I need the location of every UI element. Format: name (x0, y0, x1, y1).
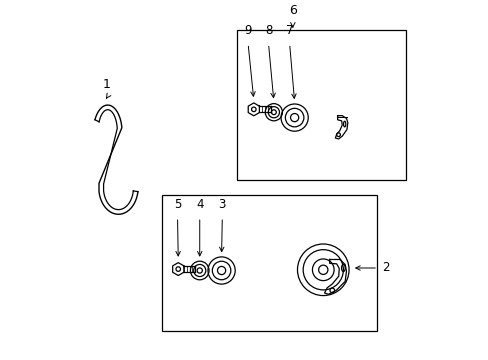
Text: 9: 9 (244, 24, 251, 37)
Bar (237, 30, 405, 180)
Bar (162, 195, 376, 330)
Polygon shape (172, 263, 183, 275)
Text: 6: 6 (288, 4, 296, 17)
Text: 2: 2 (382, 261, 389, 274)
Polygon shape (248, 103, 259, 116)
Text: 4: 4 (196, 198, 203, 211)
Text: 5: 5 (174, 198, 181, 211)
Text: 1: 1 (102, 78, 110, 91)
Text: 7: 7 (285, 24, 293, 37)
Text: 8: 8 (264, 24, 272, 37)
Text: 3: 3 (218, 198, 225, 211)
Polygon shape (335, 116, 347, 139)
